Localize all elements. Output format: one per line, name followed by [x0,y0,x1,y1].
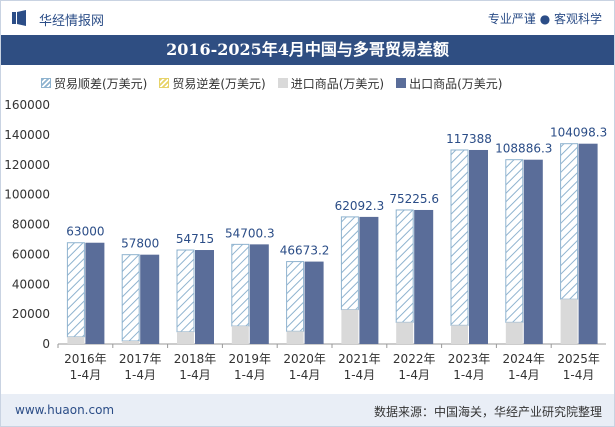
legend-item-deficit: 贸易逆差(万美元) [159,74,266,92]
data-label: 117388 [446,132,492,146]
export-bar [469,149,488,344]
surplus-bar [121,254,140,342]
x-tick-label: 2018年 [174,352,217,366]
import-bar [67,336,85,344]
y-tick-label: 140000 [4,128,50,142]
export-bar [414,209,434,344]
import-bar [231,326,249,344]
data-label: 104098.3 [550,126,607,140]
surplus-bar [560,143,579,300]
export-bar [523,159,543,344]
legend-swatch-surplus [41,78,51,88]
data-label: 63000 [66,225,104,239]
import-bar [451,325,468,344]
legend-label-export: 出口商品(万美元) [409,76,503,91]
bar-chart: 0 20000 40000 60000 80000 100000 120000 140000 1… [4,98,607,382]
legend-item-surplus: 贸易顺差(万美元) [41,74,147,92]
surplus-bar [286,261,305,332]
import-bar [177,331,194,344]
data-label: 108886.3 [495,142,552,156]
export-bar [140,254,160,344]
surplus-bar [176,249,195,333]
footer: www.huaon.com 数据来源：中国海关，华经产业研究院整理 [1,394,614,426]
brand-name: 华经情报网 [39,14,105,29]
legend-label-surplus: 贸易顺差(万美元) [54,76,148,91]
x-tick-label: 1-4月 [453,368,485,382]
chart-title: 2016-2025年4月中国与多哥贸易差额 [166,40,449,59]
surplus-bar [395,209,414,323]
x-tick-label: 2025年 [557,352,600,366]
data-label: 75225.6 [389,192,439,206]
data-label: 46673.2 [280,244,330,258]
x-tick-label: 1-4月 [124,368,156,382]
import-bar [341,309,359,344]
legend-item-export: 出口商品(万美元) [396,74,503,92]
website-url: www.huaon.com [15,403,115,417]
legend-swatch-import [277,78,288,88]
y-tick-label: 0 [42,337,50,351]
legend-label-deficit: 贸易逆差(万美元) [172,76,266,91]
import-bar [122,341,140,344]
x-tick-label: 1-4月 [563,368,595,382]
title-bar: 2016-2025年4月中国与多哥贸易差额 [1,35,614,65]
surplus-bar [66,242,85,338]
import-bar [560,299,578,344]
y-tick-label: 40000 [12,277,50,291]
top-bar: 华经情报网 专业严谨 ● 客观科学 [1,1,614,35]
x-tick-label: 1-4月 [344,368,376,382]
surplus-bar [340,216,359,311]
logo-icon [12,10,26,26]
legend-label-import: 进口商品(万美元) [290,76,385,91]
x-tick-label: 2020年 [283,352,326,366]
y-tick-label: 100000 [4,188,50,202]
export-bar [195,250,214,344]
y-tick-label: 20000 [12,307,50,321]
x-tick-label: 2021年 [338,352,381,366]
x-tick-label: 1-4月 [508,368,540,382]
data-source: 数据来源：中国海关，华经产业研究院整理 [373,405,602,419]
slogan: 专业严谨 ● 客观科学 [487,12,602,26]
data-label: 54715 [176,232,214,246]
legend-swatch-export [396,78,407,88]
x-tick-label: 1-4月 [70,368,102,382]
x-tick-label: 2016年 [64,352,107,366]
data-label: 57800 [121,237,159,251]
export-bar [359,216,379,344]
surplus-bar [231,243,250,327]
export-bar [249,244,269,344]
data-label: 54700.3 [225,226,275,240]
surplus-bar [450,149,469,326]
y-tick-label: 120000 [4,158,50,172]
legend: 贸易顺差(万美元) 贸易逆差(万美元) 进口商品(万美元) 出口商品(万美元) [41,74,503,92]
y-tick-label: 80000 [12,218,50,232]
x-tick-label: 2024年 [503,352,546,366]
export-bar [304,261,324,344]
export-bar [578,143,598,344]
x-tick-label: 2019年 [229,352,272,366]
x-tick-label: 1-4月 [289,368,321,382]
export-bar [85,242,105,344]
y-tick-label: 60000 [12,247,50,261]
x-tick-label: 2023年 [448,352,491,366]
x-tick-label: 2022年 [393,352,436,366]
y-tick-label: 160000 [4,98,50,112]
import-bar [396,322,414,344]
legend-swatch-deficit [159,78,170,88]
x-tick-label: 1-4月 [234,368,266,382]
x-tick-label: 1-4月 [398,368,430,382]
x-tick-label: 2017年 [119,352,162,366]
data-label: 62092.3 [335,199,385,213]
import-bar [505,322,523,344]
legend-item-import: 进口商品(万美元) [277,74,385,92]
x-tick-label: 1-4月 [179,368,211,382]
import-bar [286,331,304,344]
surplus-bar [505,159,524,323]
